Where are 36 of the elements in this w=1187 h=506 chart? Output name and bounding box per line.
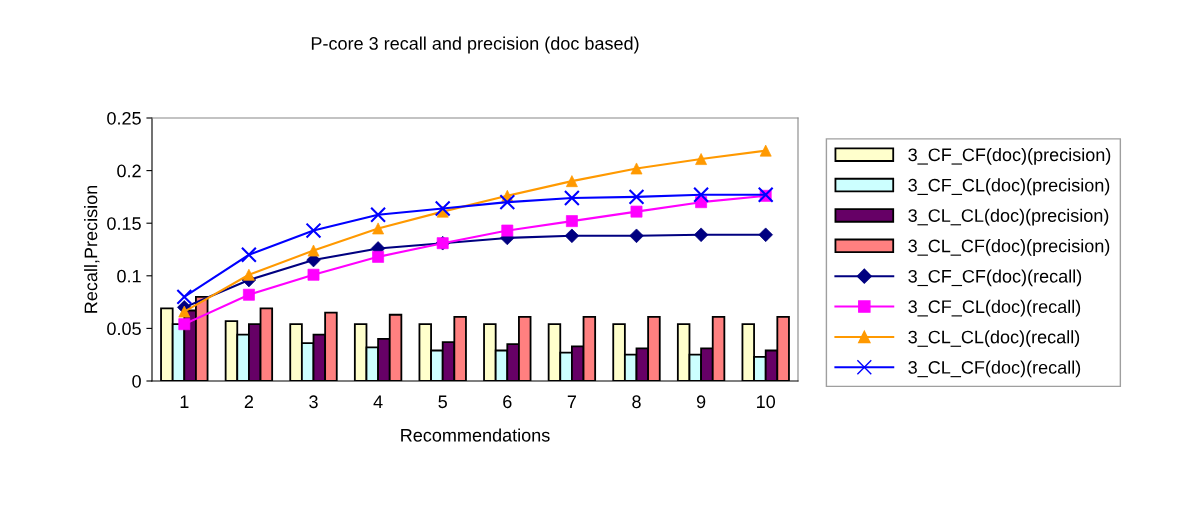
y-tick-label: 0.1 bbox=[117, 269, 141, 283]
x-tick-label: 1 bbox=[180, 395, 189, 408]
point bbox=[370, 206, 387, 223]
x-axis-title: Recommendations bbox=[401, 428, 550, 442]
y-tick-label: 0 bbox=[132, 374, 141, 388]
x-tick-label: 10 bbox=[757, 395, 776, 409]
legend-label: 3_CL_CL(doc)(recall) bbox=[908, 330, 1080, 347]
y-tick-label: 0.05 bbox=[107, 322, 141, 336]
point bbox=[499, 194, 516, 211]
point bbox=[240, 246, 257, 263]
x-tick-label: 5 bbox=[438, 395, 447, 409]
point bbox=[693, 186, 710, 203]
x-tick-label: 4 bbox=[373, 395, 383, 408]
x-tick-label: 6 bbox=[503, 395, 512, 409]
legend-label: 3_CF_CF(doc)(recall) bbox=[908, 269, 1082, 287]
legend-label: 3_CF_CL(doc)(recall) bbox=[908, 299, 1081, 317]
point bbox=[628, 188, 645, 205]
x-tick-label: 9 bbox=[696, 395, 706, 409]
point bbox=[563, 189, 580, 206]
y-tick-label: 0.25 bbox=[107, 111, 141, 125]
legend-label: 3_CL_CL(doc)(precision) bbox=[908, 208, 1109, 226]
legend-label: 3_CF_CL(doc)(precision) bbox=[908, 178, 1110, 196]
point bbox=[176, 288, 193, 305]
legend-label: 3_CF_CF(doc)(precision) bbox=[908, 147, 1111, 165]
point bbox=[305, 222, 322, 239]
point bbox=[434, 200, 451, 217]
y-tick-label: 0.2 bbox=[117, 164, 141, 178]
y-axis-title: Recall,Precision bbox=[84, 185, 100, 313]
x-tick-label: 3 bbox=[309, 395, 318, 409]
y-tick-label: 0.15 bbox=[107, 217, 141, 230]
x-tick-label: 8 bbox=[632, 395, 641, 409]
chart-title: P-core 3 recall and precision (doc based) bbox=[311, 36, 639, 54]
x-tick-label: 2 bbox=[244, 395, 254, 408]
legend-label: 3_CL_CF(doc)(precision) bbox=[908, 239, 1110, 256]
x-tick-label: 7 bbox=[567, 395, 577, 408]
legend-label: 3_CL_CF(doc)(recall) bbox=[908, 360, 1081, 378]
